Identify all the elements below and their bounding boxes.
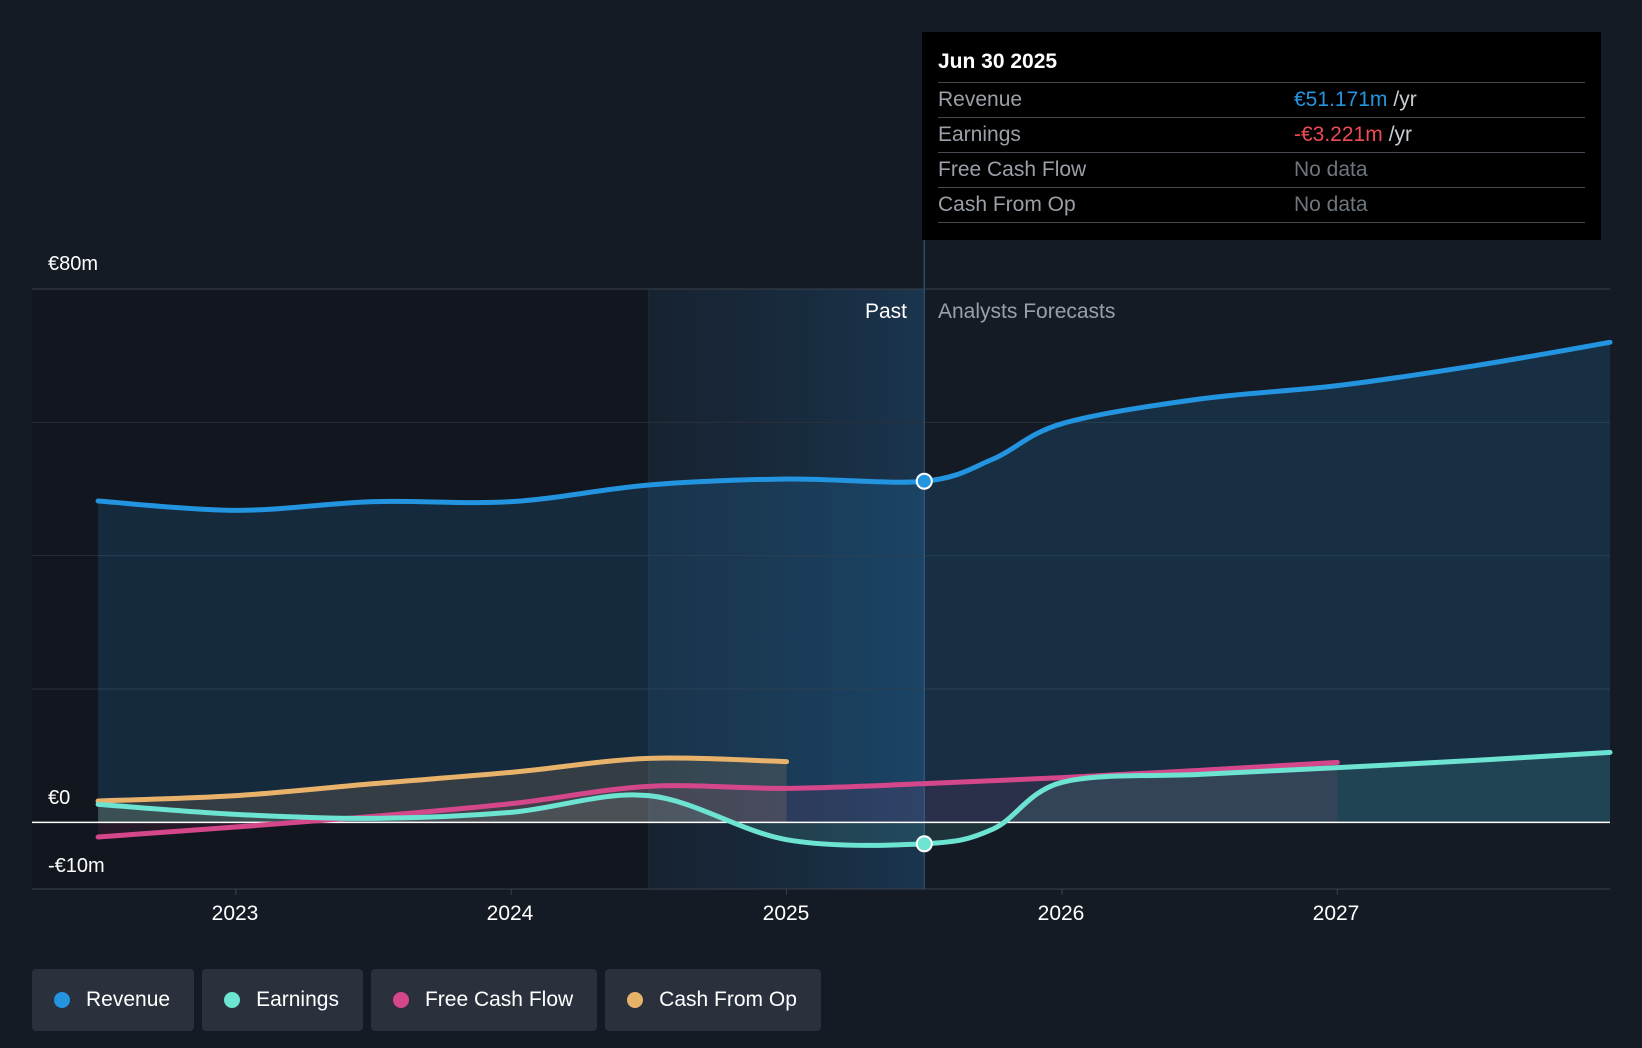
area-cash-from-op [98,757,787,823]
legend-item-earnings[interactable]: Earnings [202,969,363,1031]
x-tick-2024: 2024 [486,902,534,925]
analysts-forecasts-label: Analysts Forecasts [938,300,1116,323]
tooltip-row-value: -€3.221m [1294,123,1383,146]
tooltip-row-value: No data [1294,158,1368,181]
legend-item-revenue[interactable]: Revenue [32,969,195,1031]
tooltip-row-label: Earnings [938,123,1021,146]
highlight-point-revenue [915,472,933,490]
tooltip-row-free-cash-flow: Free Cash Flow No data [938,153,1585,188]
tooltip-row-label: Revenue [938,88,1023,111]
tooltip-row-value: No data [1294,193,1368,216]
legend-label: Free Cash Flow [424,988,574,1011]
legend-dot-icon [54,992,70,1008]
tooltip: Jun 30 2025 Revenue €51.171m /yr Earning… [922,32,1601,240]
legend-dot-icon [627,992,644,1008]
legend-dot-icon [392,992,409,1008]
legend-label: Revenue [86,988,171,1011]
x-tick-2025: 2025 [762,902,810,925]
legend-dot-icon [224,992,241,1008]
x-tick-2023: 2023 [211,902,259,925]
tooltip-row-cash-from-op: Cash From Op No data [938,188,1585,223]
series-line-cash-from-op [95,755,790,804]
tooltip-row-unit: /yr [1388,123,1413,146]
y-tick-label-0: €0 [48,787,71,809]
y-tick-label-80: €80m [48,253,99,275]
series-line-earnings [95,749,1613,848]
area-revenue [98,342,1610,823]
tooltip-date: Jun 30 2025 [938,46,1585,83]
legend-label: Cash From Op [659,988,797,1011]
past-label: Past [864,300,907,323]
tooltip-row-revenue: Revenue €51.171m /yr [938,83,1585,118]
highlight-point-earnings [915,835,933,853]
y-tick-label-minus-10: -€10m [48,855,105,877]
tooltip-row-value: €51.171m [1294,88,1388,111]
legend-item-cash-from-op[interactable]: Cash From Op [605,969,821,1031]
legend-label: Earnings [256,988,339,1011]
series-line-revenue [95,339,1613,513]
legend-item-free-cash-flow[interactable]: Free Cash Flow [370,969,598,1031]
tooltip-row-label: Free Cash Flow [938,158,1087,181]
tooltip-row-unit: /yr [1393,88,1417,111]
x-tick-2027: 2027 [1312,902,1360,925]
legend: Revenue Earnings Free Cash Flow Cash Fro… [32,969,821,1031]
tooltip-row-label: Cash From Op [938,193,1076,216]
tooltip-row-earnings: Earnings -€3.221m /yr [938,118,1585,153]
x-tick-2026: 2026 [1037,902,1085,925]
